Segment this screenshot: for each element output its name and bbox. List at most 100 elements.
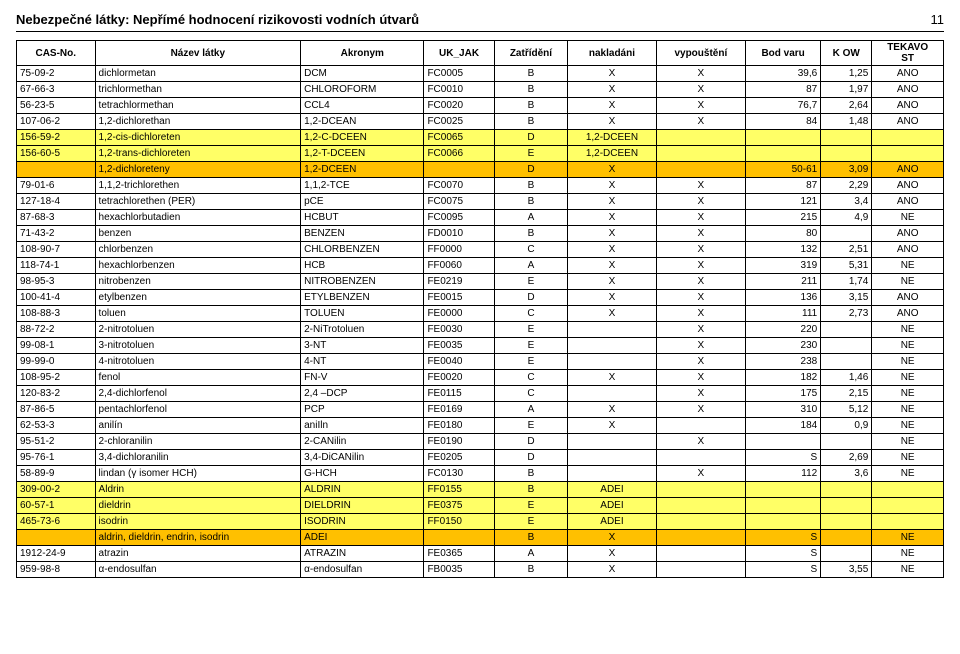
table-cell — [656, 514, 745, 530]
table-cell — [821, 130, 872, 146]
table-cell: X — [568, 290, 657, 306]
table-row: 60-57-1dieldrinDIELDRINFE0375EADEI — [17, 498, 944, 514]
table-cell: X — [568, 114, 657, 130]
table-cell: 1,2-DCEEN — [301, 162, 424, 178]
table-row: 100-41-4etylbenzenETYLBENZENFE0015DXX136… — [17, 290, 944, 306]
table-cell: X — [656, 370, 745, 386]
table-cell: 1,48 — [821, 114, 872, 130]
table-row: 95-51-22-chloranilin2-CANilinFE0190DXNE — [17, 434, 944, 450]
table-cell: FE0000 — [424, 306, 494, 322]
table-cell: E — [494, 322, 568, 338]
table-cell: FC0065 — [424, 130, 494, 146]
table-cell: NE — [872, 402, 944, 418]
table-row: 156-59-21,2-cis-dichloreten1,2-C-DCEENFC… — [17, 130, 944, 146]
table-cell: 959-98-8 — [17, 562, 96, 578]
table-cell: CHLOROFORM — [301, 82, 424, 98]
table-cell: C — [494, 386, 568, 402]
table-cell: X — [568, 546, 657, 562]
table-cell — [656, 498, 745, 514]
table-cell: ADEI — [301, 530, 424, 546]
table-cell: 87-86-5 — [17, 402, 96, 418]
table-cell: NE — [872, 546, 944, 562]
table-cell: ANO — [872, 98, 944, 114]
table-cell: anilín — [95, 418, 301, 434]
table-cell: DCM — [301, 66, 424, 82]
table-cell: FC0095 — [424, 210, 494, 226]
table-cell — [656, 146, 745, 162]
table-cell: BENZEN — [301, 226, 424, 242]
table-cell: 99-99-0 — [17, 354, 96, 370]
table-cell: ISODRIN — [301, 514, 424, 530]
table-cell: 60-57-1 — [17, 498, 96, 514]
table-cell: atrazin — [95, 546, 301, 562]
table-cell — [746, 498, 821, 514]
table-cell: FC0066 — [424, 146, 494, 162]
table-cell: 3,15 — [821, 290, 872, 306]
table-cell: 87 — [746, 82, 821, 98]
table-row: 1,2-dichloreteny1,2-DCEENDX50-613,09ANO — [17, 162, 944, 178]
table-header-row: CAS-No.Název látkyAkronymUK_JAKZatřídění… — [17, 41, 944, 66]
table-cell: α-endosulfan — [95, 562, 301, 578]
table-cell: FC0070 — [424, 178, 494, 194]
table-cell — [746, 514, 821, 530]
column-header: TEKAVOST — [872, 41, 944, 66]
table-cell: X — [656, 66, 745, 82]
table-cell: hexachlorbenzen — [95, 258, 301, 274]
table-cell — [424, 162, 494, 178]
table-cell: B — [494, 66, 568, 82]
table-cell: 80 — [746, 226, 821, 242]
table-cell: 79-01-6 — [17, 178, 96, 194]
table-cell: B — [494, 226, 568, 242]
table-cell: 3,4-DiCANilin — [301, 450, 424, 466]
table-cell: S — [746, 450, 821, 466]
table-cell: E — [494, 274, 568, 290]
table-cell: B — [494, 178, 568, 194]
table-cell: ANO — [872, 306, 944, 322]
table-cell: ADEI — [568, 514, 657, 530]
table-cell: 1,2-DCEAN — [301, 114, 424, 130]
table-cell: X — [656, 306, 745, 322]
table-cell: X — [656, 466, 745, 482]
table-cell: 4,9 — [821, 210, 872, 226]
table-cell: 1,2-DCEEN — [568, 130, 657, 146]
table-cell: 230 — [746, 338, 821, 354]
table-cell: chlorbenzen — [95, 242, 301, 258]
table-cell — [746, 130, 821, 146]
column-header: nakladáni — [568, 41, 657, 66]
table-cell: ATRAZIN — [301, 546, 424, 562]
table-row: 87-68-3hexachlorbutadienHCBUTFC0095AXX21… — [17, 210, 944, 226]
table-cell: 121 — [746, 194, 821, 210]
table-cell: 2,51 — [821, 242, 872, 258]
table-cell: B — [494, 114, 568, 130]
table-cell: X — [568, 242, 657, 258]
table-cell: X — [656, 402, 745, 418]
table-cell: 211 — [746, 274, 821, 290]
table-cell: 1,25 — [821, 66, 872, 82]
table-cell: FB0035 — [424, 562, 494, 578]
table-cell: benzen — [95, 226, 301, 242]
page-number: 11 — [931, 12, 945, 27]
table-cell: 3,4-dichloranilin — [95, 450, 301, 466]
table-cell: 107-06-2 — [17, 114, 96, 130]
table-cell: 2,15 — [821, 386, 872, 402]
table-cell: pCE — [301, 194, 424, 210]
table-cell: 0,9 — [821, 418, 872, 434]
table-cell: ADEI — [568, 482, 657, 498]
table-cell: 39,6 — [746, 66, 821, 82]
table-cell: ADEI — [568, 498, 657, 514]
table-cell: ANO — [872, 162, 944, 178]
table-cell — [872, 146, 944, 162]
table-cell: X — [568, 82, 657, 98]
table-cell: NE — [872, 258, 944, 274]
table-cell: FD0010 — [424, 226, 494, 242]
table-cell: C — [494, 370, 568, 386]
table-cell: tetrachlormethan — [95, 98, 301, 114]
table-cell: FC0130 — [424, 466, 494, 482]
table-cell: 1,2-cis-dichloreten — [95, 130, 301, 146]
table-cell: ANO — [872, 178, 944, 194]
table-cell: FE0015 — [424, 290, 494, 306]
table-cell: 108-90-7 — [17, 242, 96, 258]
table-cell: 5,12 — [821, 402, 872, 418]
table-cell: ETYLBENZEN — [301, 290, 424, 306]
table-cell: X — [568, 274, 657, 290]
